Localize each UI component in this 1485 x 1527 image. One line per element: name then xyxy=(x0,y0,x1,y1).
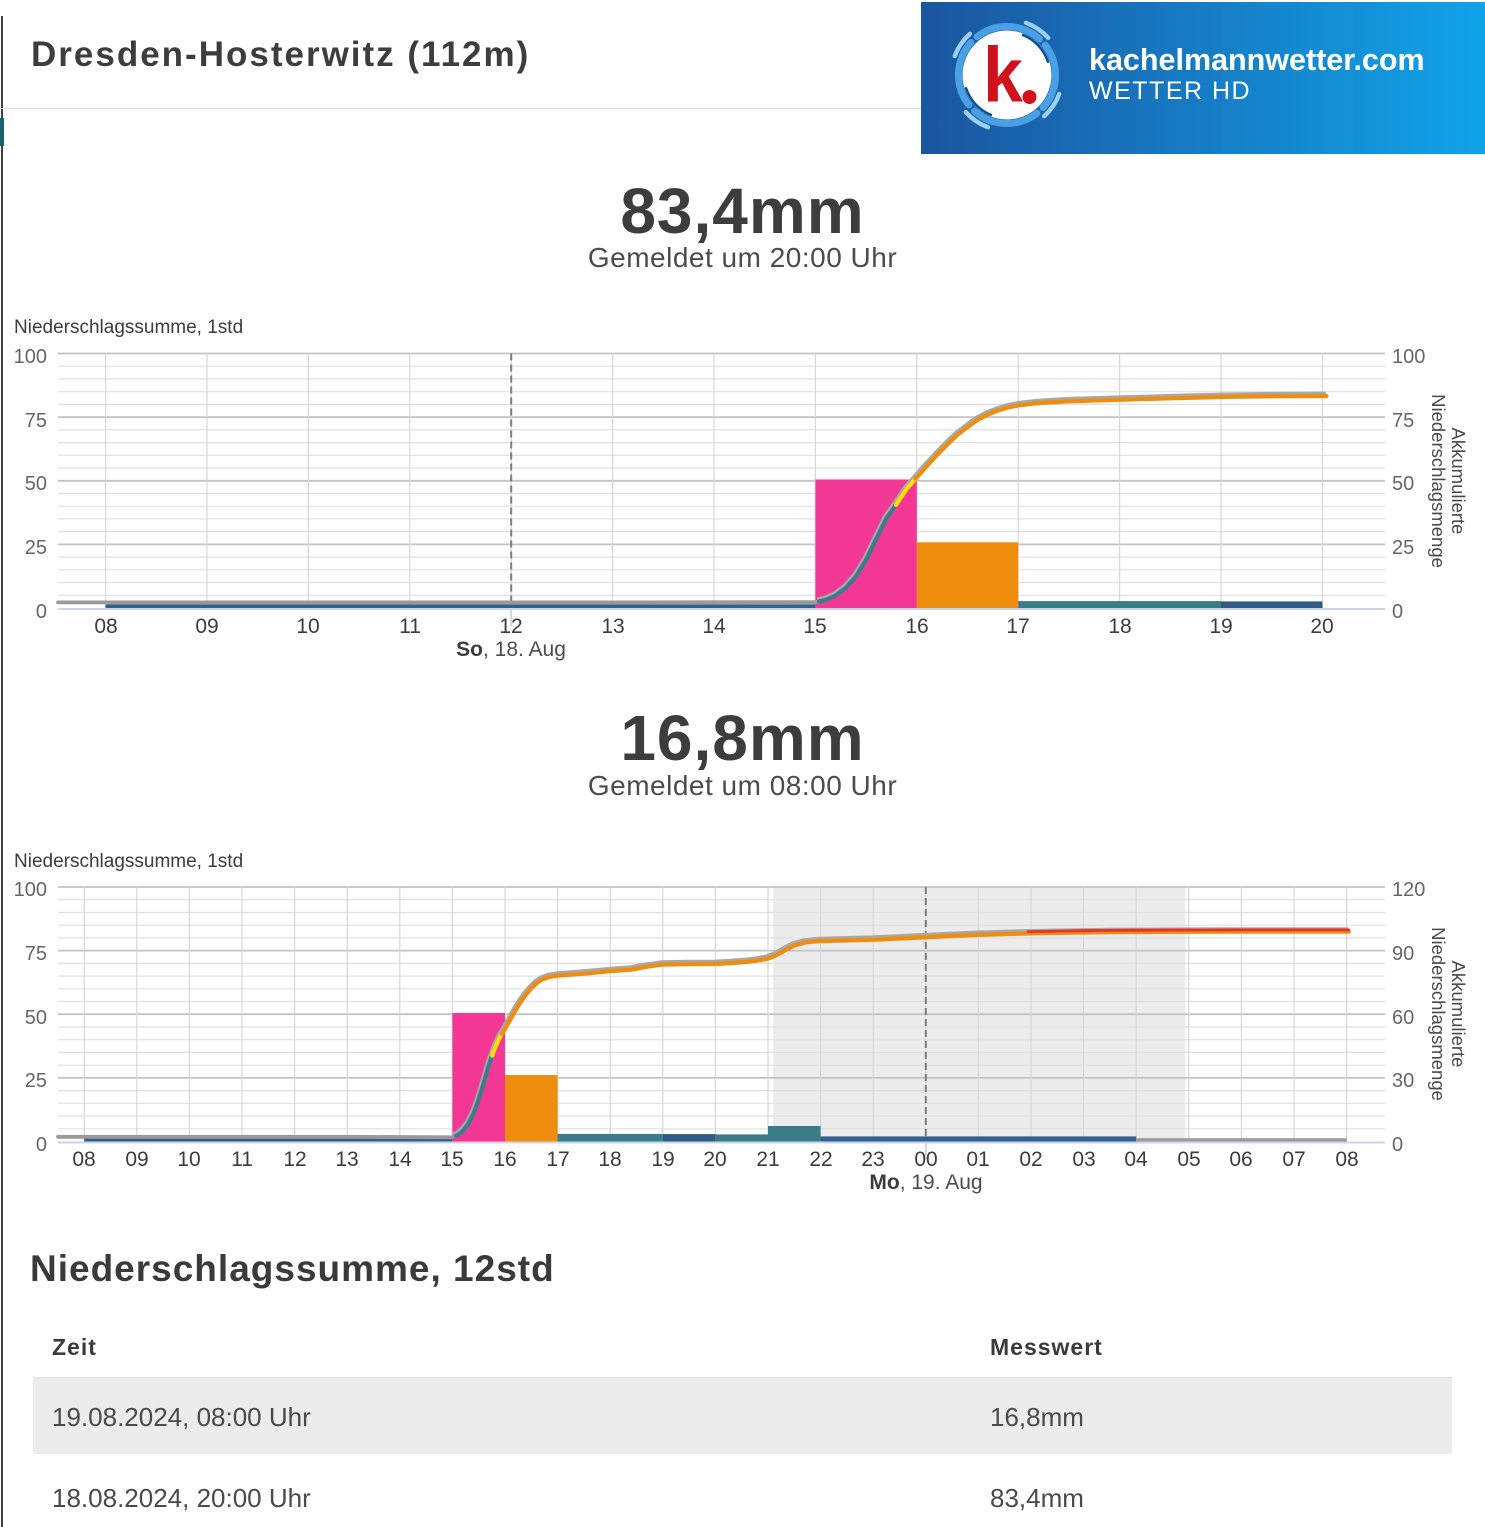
svg-text:50: 50 xyxy=(25,473,47,495)
svg-text:17: 17 xyxy=(546,1148,569,1171)
svg-text:13: 13 xyxy=(601,615,624,638)
svg-text:00: 00 xyxy=(914,1148,937,1171)
svg-text:05: 05 xyxy=(1177,1148,1200,1171)
svg-text:Akkumulierte: Akkumulierte xyxy=(1448,961,1469,1068)
svg-text:90: 90 xyxy=(1392,943,1414,965)
svg-text:10: 10 xyxy=(177,1148,200,1171)
svg-text:0: 0 xyxy=(1392,1134,1403,1156)
svg-text:10: 10 xyxy=(296,615,319,638)
svg-text:22: 22 xyxy=(809,1148,832,1171)
svg-text:06: 06 xyxy=(1229,1148,1252,1171)
svg-text:Niederschlagsmenge: Niederschlagsmenge xyxy=(1428,927,1449,1101)
svg-text:WETTER HD: WETTER HD xyxy=(1089,77,1251,105)
svg-text:Niederschlagssumme, 1std: Niederschlagssumme, 1std xyxy=(14,317,243,338)
svg-text:14: 14 xyxy=(702,615,726,638)
svg-text:12: 12 xyxy=(499,615,522,638)
svg-text:20: 20 xyxy=(703,1148,726,1171)
svg-text:18: 18 xyxy=(598,1148,621,1171)
svg-text:So, 18. Aug: So, 18. Aug xyxy=(456,638,566,661)
svg-text:09: 09 xyxy=(195,615,218,638)
svg-text:16: 16 xyxy=(493,1148,516,1171)
svg-text:15: 15 xyxy=(440,1148,463,1171)
svg-text:75: 75 xyxy=(1392,410,1414,432)
svg-text:50: 50 xyxy=(1392,473,1414,495)
svg-text:Niederschlagssumme, 1std: Niederschlagssumme, 1std xyxy=(14,851,243,872)
svg-text:20: 20 xyxy=(1310,615,1333,638)
svg-text:Mo, 19. Aug: Mo, 19. Aug xyxy=(869,1171,982,1194)
svg-text:100: 100 xyxy=(1392,346,1425,368)
svg-text:16: 16 xyxy=(905,615,928,638)
svg-text:14: 14 xyxy=(388,1148,412,1171)
svg-text:04: 04 xyxy=(1124,1148,1148,1171)
svg-text:100: 100 xyxy=(14,879,47,901)
svg-text:75: 75 xyxy=(25,943,47,965)
svg-text:Akkumulierte: Akkumulierte xyxy=(1448,428,1469,535)
svg-text:19: 19 xyxy=(1209,615,1232,638)
svg-text:08: 08 xyxy=(72,1148,95,1171)
svg-text:25: 25 xyxy=(1392,537,1414,559)
svg-text:18: 18 xyxy=(1108,615,1131,638)
svg-text:100: 100 xyxy=(14,346,47,368)
svg-text:kachelmannwetter.com: kachelmannwetter.com xyxy=(1089,43,1425,77)
svg-text:19: 19 xyxy=(651,1148,674,1171)
svg-text:25: 25 xyxy=(25,537,47,559)
svg-text:0: 0 xyxy=(1392,601,1403,623)
svg-text:11: 11 xyxy=(231,1148,253,1171)
svg-text:21: 21 xyxy=(756,1148,779,1171)
svg-text:0: 0 xyxy=(36,601,47,623)
svg-text:120: 120 xyxy=(1392,879,1425,901)
svg-text:75: 75 xyxy=(25,410,47,432)
svg-text:09: 09 xyxy=(125,1148,148,1171)
svg-text:12: 12 xyxy=(283,1148,306,1171)
svg-text:50: 50 xyxy=(25,1007,47,1029)
svg-text:01: 01 xyxy=(966,1148,989,1171)
svg-text:17: 17 xyxy=(1006,615,1029,638)
svg-text:08: 08 xyxy=(1335,1148,1358,1171)
svg-text:11: 11 xyxy=(399,615,421,638)
svg-text:Niederschlagsmenge: Niederschlagsmenge xyxy=(1428,394,1449,568)
svg-text:30: 30 xyxy=(1392,1070,1414,1092)
svg-text:23: 23 xyxy=(861,1148,884,1171)
svg-text:03: 03 xyxy=(1072,1148,1095,1171)
svg-text:60: 60 xyxy=(1392,1007,1414,1029)
svg-text:13: 13 xyxy=(335,1148,358,1171)
svg-text:07: 07 xyxy=(1282,1148,1305,1171)
svg-text:08: 08 xyxy=(94,615,117,638)
svg-text:0: 0 xyxy=(36,1134,47,1156)
svg-text:25: 25 xyxy=(25,1070,47,1092)
svg-text:15: 15 xyxy=(803,615,826,638)
svg-text:k: k xyxy=(983,31,1023,118)
svg-text:02: 02 xyxy=(1019,1148,1042,1171)
